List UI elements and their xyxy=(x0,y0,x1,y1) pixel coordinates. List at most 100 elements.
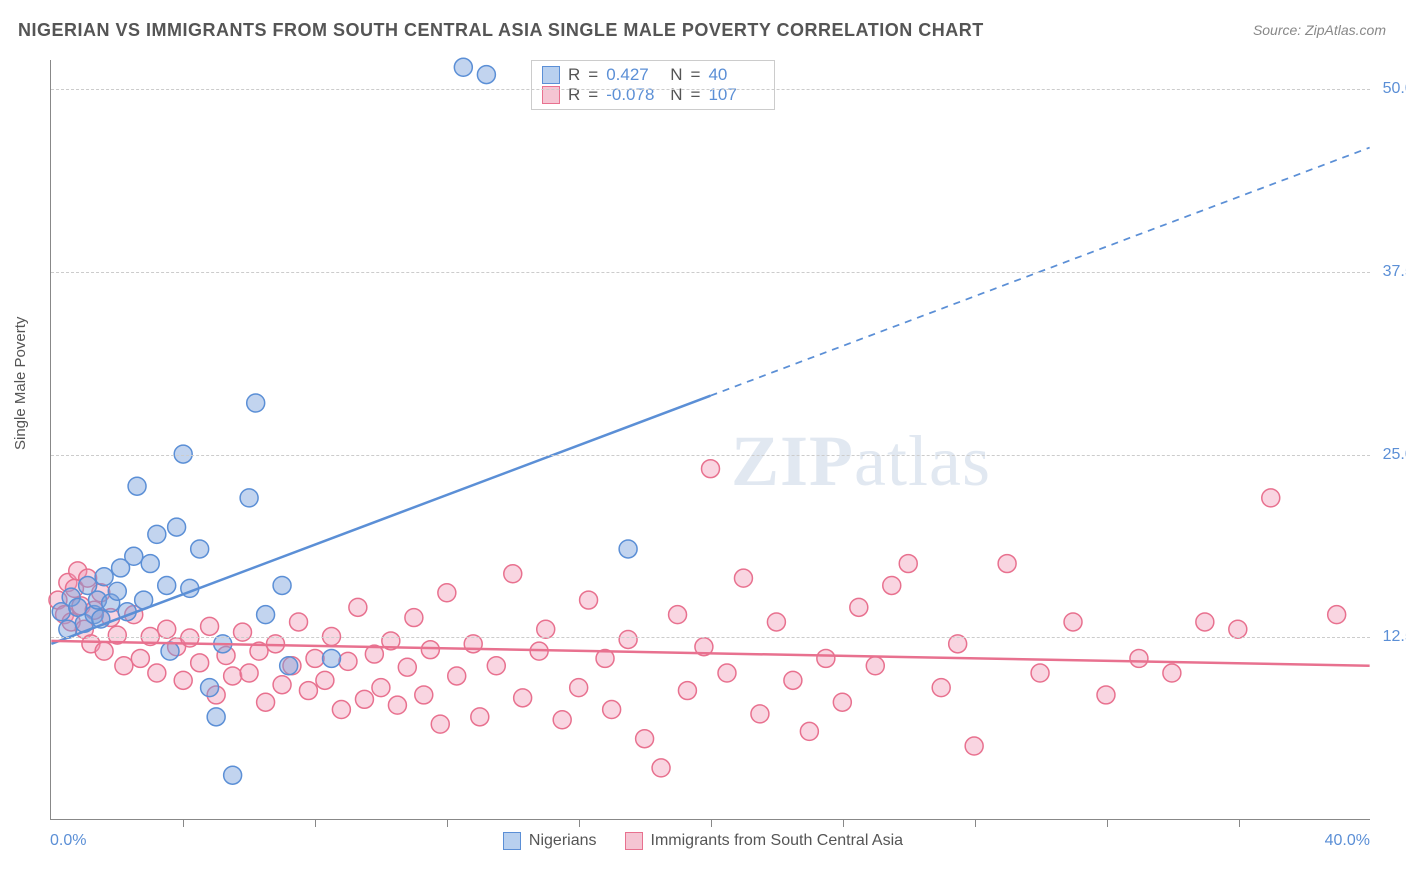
data-point xyxy=(1229,620,1247,638)
stats-n-value-1: 40 xyxy=(708,65,764,85)
data-point xyxy=(224,667,242,685)
data-point xyxy=(168,518,186,536)
data-point xyxy=(115,657,133,675)
stats-legend-box: R = 0.427 N = 40 R = -0.078 N = 107 xyxy=(531,60,775,110)
data-point xyxy=(767,613,785,631)
data-point xyxy=(201,617,219,635)
chart-title: NIGERIAN VS IMMIGRANTS FROM SOUTH CENTRA… xyxy=(18,20,984,41)
data-point xyxy=(141,555,159,573)
x-tick xyxy=(1239,819,1240,827)
data-point xyxy=(784,671,802,689)
data-point xyxy=(161,642,179,660)
data-point xyxy=(299,682,317,700)
data-point xyxy=(702,460,720,478)
chart-container: NIGERIAN VS IMMIGRANTS FROM SOUTH CENTRA… xyxy=(0,0,1406,892)
data-point xyxy=(619,630,637,648)
legend-item-2: Immigrants from South Central Asia xyxy=(625,832,904,850)
stats-n-label: N xyxy=(670,85,682,105)
data-point xyxy=(751,705,769,723)
data-point xyxy=(247,394,265,412)
x-tick xyxy=(843,819,844,827)
legend-bottom: Nigerians Immigrants from South Central … xyxy=(0,832,1406,850)
data-point xyxy=(388,696,406,714)
data-point xyxy=(207,708,225,726)
data-point xyxy=(718,664,736,682)
data-point xyxy=(652,759,670,777)
data-point xyxy=(349,598,367,616)
y-axis-label: Single Male Poverty xyxy=(12,317,29,450)
legend-label-2: Immigrants from South Central Asia xyxy=(651,832,904,850)
data-point xyxy=(619,540,637,558)
data-point xyxy=(636,730,654,748)
data-point xyxy=(1031,664,1049,682)
data-point xyxy=(131,649,149,667)
data-point xyxy=(1262,489,1280,507)
equals-sign: = xyxy=(691,65,701,85)
data-point xyxy=(95,642,113,660)
gridline xyxy=(51,89,1370,90)
data-point xyxy=(191,540,209,558)
data-point xyxy=(257,693,275,711)
y-tick-label: 12.5% xyxy=(1383,628,1406,646)
data-point xyxy=(504,565,522,583)
legend-label-1: Nigerians xyxy=(529,832,597,850)
data-point xyxy=(191,654,209,672)
stats-n-value-2: 107 xyxy=(708,85,764,105)
swatch-series-1 xyxy=(542,66,560,84)
data-point xyxy=(454,58,472,76)
data-point xyxy=(148,664,166,682)
gridline xyxy=(51,272,1370,273)
data-point xyxy=(158,576,176,594)
data-point xyxy=(398,658,416,676)
data-point xyxy=(570,679,588,697)
source-attribution: Source: ZipAtlas.com xyxy=(1253,22,1386,38)
data-point xyxy=(355,690,373,708)
y-tick-label: 25.0% xyxy=(1383,446,1406,464)
data-point xyxy=(372,679,390,697)
data-point xyxy=(537,620,555,638)
data-point xyxy=(817,649,835,667)
x-tick xyxy=(1107,819,1108,827)
stats-row-series-1: R = 0.427 N = 40 xyxy=(542,65,764,85)
plot-area: R = 0.427 N = 40 R = -0.078 N = 107 ZIPa… xyxy=(50,60,1370,820)
x-tick xyxy=(975,819,976,827)
data-point xyxy=(257,606,275,624)
data-point xyxy=(899,555,917,573)
trendline xyxy=(51,396,710,644)
data-point xyxy=(800,722,818,740)
data-point xyxy=(69,598,87,616)
data-point xyxy=(316,671,334,689)
data-point xyxy=(438,584,456,602)
data-point xyxy=(448,667,466,685)
x-tick xyxy=(183,819,184,827)
data-point xyxy=(332,701,350,719)
data-point xyxy=(514,689,532,707)
data-point xyxy=(240,489,258,507)
data-point xyxy=(273,576,291,594)
gridline xyxy=(51,455,1370,456)
data-point xyxy=(306,649,324,667)
data-point xyxy=(471,708,489,726)
data-point xyxy=(148,525,166,543)
data-point xyxy=(224,766,242,784)
x-tick xyxy=(711,819,712,827)
data-point xyxy=(850,598,868,616)
data-point xyxy=(1130,649,1148,667)
equals-sign: = xyxy=(588,65,598,85)
legend-swatch-2 xyxy=(625,832,643,850)
x-tick xyxy=(315,819,316,827)
data-point xyxy=(1196,613,1214,631)
data-point xyxy=(158,620,176,638)
data-point xyxy=(431,715,449,733)
stats-n-label: N xyxy=(670,65,682,85)
data-point xyxy=(580,591,598,609)
data-point xyxy=(669,606,687,624)
stats-r-value-2: -0.078 xyxy=(606,85,662,105)
data-point xyxy=(553,711,571,729)
data-point xyxy=(603,701,621,719)
stats-row-series-2: R = -0.078 N = 107 xyxy=(542,85,764,105)
data-point xyxy=(280,657,298,675)
data-point xyxy=(1163,664,1181,682)
data-point xyxy=(290,613,308,631)
data-point xyxy=(487,657,505,675)
